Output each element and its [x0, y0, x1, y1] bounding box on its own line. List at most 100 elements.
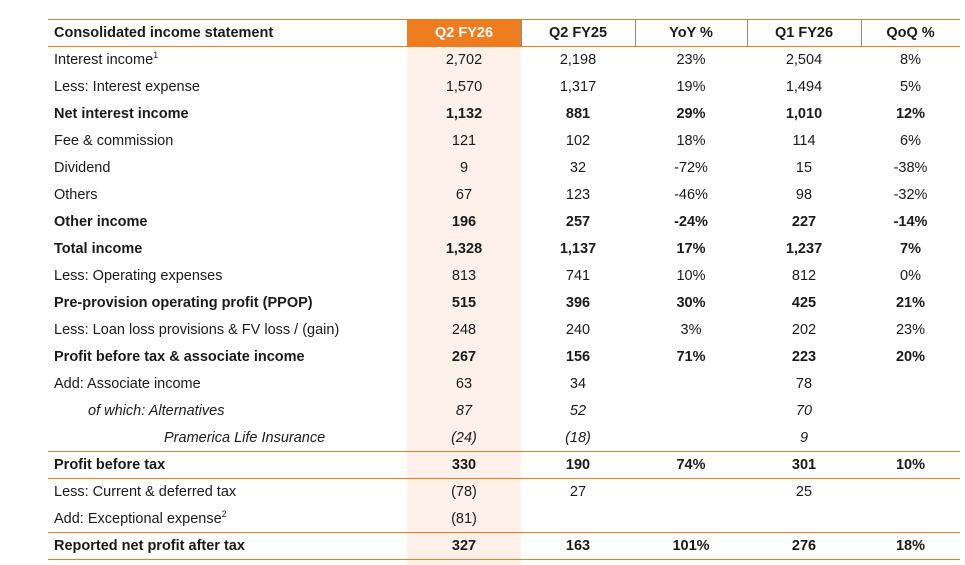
table-row: Dividend 9 32 -72% 15 -38% — [48, 154, 960, 181]
cell-q2fy25: 257 — [565, 213, 591, 230]
cell-q1fy26: 78 — [795, 375, 813, 392]
cell-q1fy26: 98 — [795, 186, 813, 203]
cell-yoy: -46% — [674, 186, 708, 203]
cell-qoq: 0% — [900, 267, 921, 284]
row-label-cell: Interest income1 — [48, 46, 407, 73]
cell-q2fy25: 1,317 — [559, 78, 597, 95]
row-label-cell: Pramerica Life Insurance — [48, 424, 407, 451]
cell-yoy — [635, 424, 747, 451]
cell-q2fy25: 881 — [565, 105, 591, 122]
cell-q2fy25: 27 — [569, 483, 587, 500]
table-bottom-rule — [48, 559, 960, 560]
cell-yoy: 29% — [676, 105, 706, 122]
table-top-rule — [48, 19, 960, 20]
header-divider — [521, 20, 522, 46]
cell-qoq — [861, 370, 960, 397]
cell-q2fy26: (81) — [451, 510, 477, 527]
cell-q2fy25: 163 — [565, 537, 591, 554]
cell-q2fy26: 1,328 — [445, 240, 483, 257]
row-label-cell: of which: Alternatives — [48, 397, 407, 424]
cell-q1fy26: 223 — [791, 348, 817, 365]
table-row: Reported net profit after tax 327 163 101% 2… — [48, 532, 960, 559]
cell-yoy — [635, 397, 747, 424]
cell-q2fy26: 63 — [455, 375, 473, 392]
table-row: Other income 196 257 -24% 227 -14% — [48, 208, 960, 235]
row-label: Others — [54, 186, 98, 203]
row-label-cell: Dividend — [48, 154, 407, 181]
row-label-cell: Less: Loan loss provisions & FV loss / (… — [48, 316, 407, 343]
cell-q2fy25: 396 — [565, 294, 591, 311]
footnote-marker: 2 — [221, 508, 227, 519]
cell-q2fy25: 190 — [565, 456, 591, 473]
cell-q2fy26: 67 — [455, 186, 473, 203]
cell-yoy: 19% — [676, 78, 706, 95]
cell-q2fy26: 196 — [451, 213, 477, 230]
row-label: Other income — [54, 213, 148, 230]
row-label-cell: Pre-provision operating profit (PPOP) — [48, 289, 407, 316]
cell-q2fy26: (78) — [451, 483, 477, 500]
row-label: Less: Interest expense — [54, 78, 200, 95]
cell-qoq: 5% — [900, 78, 921, 95]
cell-qoq: 23% — [895, 321, 926, 338]
table-row: Others 67 123 -46% 98 -32% — [48, 181, 960, 208]
cell-q2fy25: 123 — [565, 186, 591, 203]
cell-qoq — [861, 424, 960, 451]
highlight-header-bg — [407, 20, 521, 46]
cell-q2fy26: 327 — [451, 537, 477, 554]
cell-q2fy25 — [521, 505, 635, 532]
cell-q2fy25: 741 — [565, 267, 591, 284]
table-row: Pre-provision operating profit (PPOP) 515… — [48, 289, 960, 316]
section-rule — [48, 478, 960, 479]
cell-qoq: 21% — [895, 294, 926, 311]
col-header-q1fy26: Q1 FY26 — [774, 25, 834, 41]
cell-q1fy26: 1,010 — [785, 105, 823, 122]
cell-q1fy26: 114 — [792, 132, 816, 149]
table-row: Pramerica Life Insurance (24) (18) 9 — [48, 424, 960, 451]
cell-qoq: 18% — [895, 537, 926, 554]
row-label-cell: Others — [48, 181, 407, 208]
cell-q2fy25: 34 — [569, 375, 587, 392]
row-label-cell: Less: Operating expenses — [48, 262, 407, 289]
cell-q1fy26 — [747, 505, 861, 532]
cell-q2fy26: 330 — [451, 456, 477, 473]
highlight-column-bg — [407, 20, 521, 565]
table-row: Profit before tax 330 190 74% 301 10% — [48, 451, 960, 478]
table-row: Less: Interest expense 1,570 1,317 19% 1,494… — [48, 73, 960, 100]
cell-qoq — [861, 505, 960, 532]
section-rule — [48, 532, 960, 533]
cell-qoq: 20% — [895, 348, 926, 365]
row-label: Total income — [54, 240, 143, 257]
header-divider — [861, 20, 862, 46]
col-header-q2fy26: Q2 FY26 — [434, 25, 494, 41]
cell-yoy — [635, 478, 747, 505]
cell-q2fy26: (24) — [451, 429, 477, 446]
table-row: Net interest income 1,132 881 29% 1,010 12% — [48, 100, 960, 127]
row-label: Add: Associate income — [54, 375, 201, 392]
cell-yoy — [635, 505, 747, 532]
cell-q2fy26: 121 — [451, 132, 477, 149]
cell-q2fy25: 52 — [569, 402, 587, 419]
cell-q2fy25: 102 — [565, 132, 591, 149]
cell-q1fy26: 9 — [799, 429, 809, 446]
row-label: Fee & commission — [54, 132, 174, 149]
cell-qoq: -14% — [893, 213, 928, 230]
table-row: Add: Associate income 63 34 78 — [48, 370, 960, 397]
cell-q2fy26: 1,570 — [445, 78, 483, 95]
cell-q1fy26: 301 — [791, 456, 817, 473]
cell-q1fy26: 1,494 — [785, 78, 823, 95]
row-label-cell: Profit before tax & associate income — [48, 343, 407, 370]
cell-yoy: 30% — [676, 294, 706, 311]
cell-qoq: 6% — [900, 132, 921, 149]
footnote-marker: 1 — [153, 49, 159, 60]
row-label: Less: Operating expenses — [54, 267, 223, 284]
header-row: Consolidated income statement Q2 FY26 Q2… — [48, 20, 960, 46]
row-label: Net interest income — [54, 105, 189, 122]
cell-q2fy26: 813 — [451, 267, 477, 284]
row-label-cell: Less: Interest expense — [48, 73, 407, 100]
cell-q2fy26: 267 — [451, 348, 477, 365]
table-row: Less: Loan loss provisions & FV loss / (… — [48, 316, 960, 343]
cell-yoy: -72% — [674, 159, 708, 176]
cell-q2fy25: 1,137 — [559, 240, 597, 257]
cell-q2fy26: 248 — [451, 321, 477, 338]
header-bottom-rule — [48, 46, 960, 47]
